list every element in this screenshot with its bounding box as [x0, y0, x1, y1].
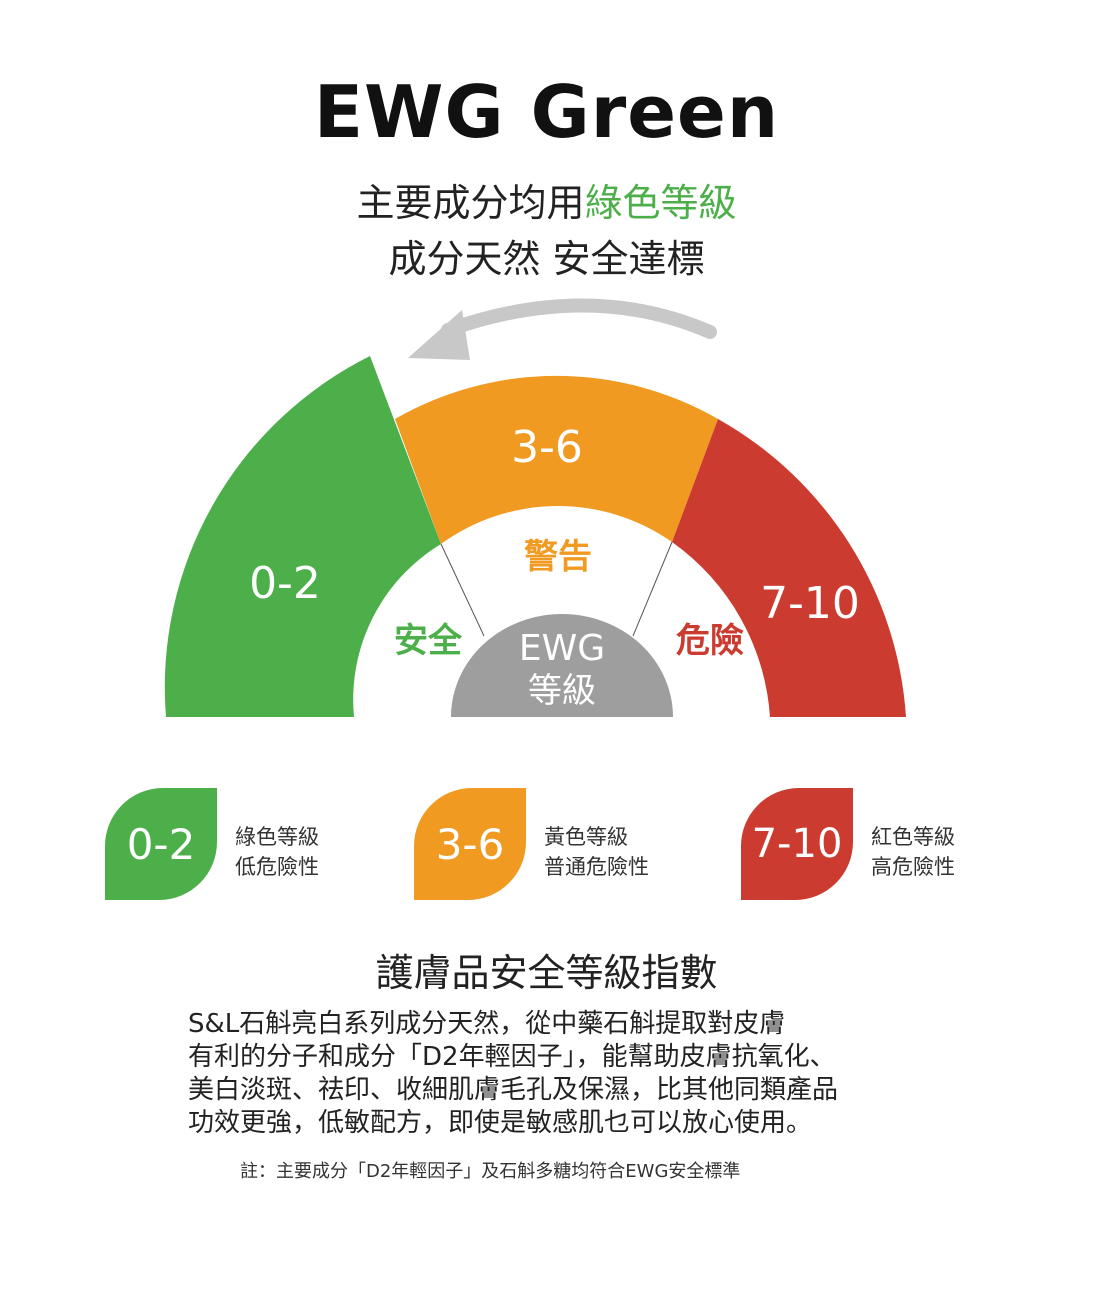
- page-title: EWG Green: [313, 70, 780, 154]
- subtitle-line-2: 成分天然 安全達標: [388, 237, 705, 281]
- legend-line-1: 黃色等級: [544, 825, 628, 849]
- subtitle-line-1: 主要成分均用綠色等級: [0, 172, 1093, 227]
- subtitle-prefix: 主要成分均用: [356, 181, 585, 225]
- divider-line-left: [440, 543, 485, 637]
- description-line: 有利的分子和成分「D2年輕因子」，能幫助皮膚抗氧化、: [188, 1042, 836, 1072]
- legend-line-2: 普通危險性: [544, 855, 649, 879]
- gauge-center-line-2: 等級: [528, 671, 596, 711]
- gauge-center-dial: [451, 614, 673, 717]
- section-heading: 護膚品安全等級指數: [375, 951, 718, 995]
- legend-line-2: 低危險性: [235, 855, 319, 879]
- legend-text-green: 綠色等級 低危險性: [235, 822, 319, 882]
- gauge-range-green: 0-2: [249, 558, 321, 609]
- curved-arrow-left-icon: [408, 298, 717, 360]
- description-line: 功效更強，低敏配方，即使是敏感肌乜可以放心使用。: [188, 1108, 813, 1138]
- gauge-label-safe: 安全: [394, 621, 463, 661]
- legend-badge-green: 0-2: [105, 788, 217, 900]
- divider-line-right: [632, 541, 673, 637]
- gauge-segment-green: [164, 356, 441, 717]
- legend-line-1: 紅色等級: [871, 825, 955, 849]
- gauge-label-warning: 警告: [524, 537, 592, 577]
- legend-badge-orange: 3-6: [414, 788, 526, 900]
- gauge-range-orange: 3-6: [511, 422, 583, 473]
- legend-text-red: 紅色等級 高危險性: [871, 822, 955, 882]
- gauge-center-line-1: EWG: [519, 628, 605, 669]
- footnote: 註：主要成分「D2年輕因子」及石斛多糖均符合EWG安全標準: [240, 1161, 741, 1182]
- gauge-segment-red: [672, 419, 906, 717]
- legend-line-1: 綠色等級: [235, 825, 319, 849]
- legend-line-2: 高危險性: [871, 855, 955, 879]
- description-line: 美白淡斑、祛印、收細肌膚毛孔及保濕，比其他同類產品: [188, 1075, 839, 1105]
- subtitle-highlight: 綠色等級: [584, 181, 737, 225]
- legend-badge-red: 7-10: [741, 788, 853, 900]
- legend-text-orange: 黃色等級 普通危險性: [544, 822, 649, 882]
- description-line: S&L石斛亮白系列成分天然，從中藥石斛提取對皮膚: [188, 1009, 786, 1039]
- gauge-label-danger: 危險: [676, 621, 744, 661]
- gauge-range-red: 7-10: [760, 578, 860, 629]
- gauge-segment-orange: [395, 375, 718, 544]
- description-paragraph: S&L石斛亮白系列成分天然，從中藥石斛提取對皮膚 有利的分子和成分「D2年輕因子…: [188, 1008, 948, 1140]
- ewg-gauge: 3-6 0-2 7-10 警告 安全 危險 EWG 等級: [164, 298, 906, 717]
